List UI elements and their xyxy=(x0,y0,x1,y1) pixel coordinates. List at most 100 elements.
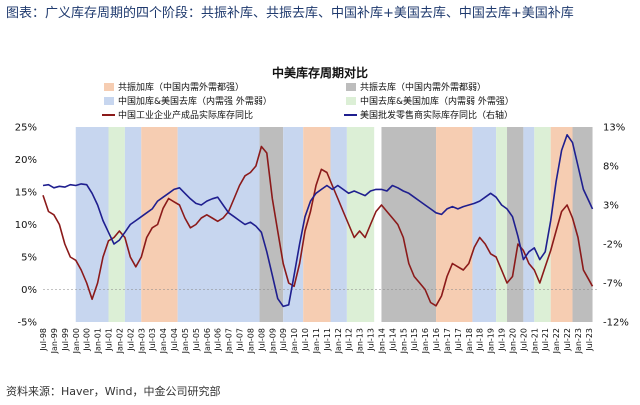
x-tick-label: Jan-00 xyxy=(72,328,81,354)
x-tick-label: Jan-09 xyxy=(268,328,277,354)
y-right-tick-label: 8% xyxy=(603,162,619,173)
chart-legend: 共振加库（中国内需外需都强） 共振去库（中国内需外需都弱） 中国加库&美国去库（内需… xyxy=(102,81,514,121)
x-tick-label: Jan-99 xyxy=(50,328,59,354)
x-tick-label: Jul-07 xyxy=(236,328,245,352)
x-tick-label: Jan-20 xyxy=(509,328,518,354)
legend-band-swatch xyxy=(104,97,114,105)
y-right-tick-label: -12% xyxy=(603,318,629,329)
x-tick-label: Jan-04 xyxy=(159,328,168,354)
y-left-tick-label: 25% xyxy=(15,123,37,134)
y-right-tick-label: 13% xyxy=(603,123,625,134)
legend-band-swatch xyxy=(346,83,356,91)
legend-label: 美国批发零售商实际库存同比（右轴） xyxy=(360,109,513,121)
legend-band-swatch xyxy=(346,97,356,105)
chart-title: 中美库存周期对比 xyxy=(272,65,368,80)
legend-label: 共振去库（中国内需外需都弱） xyxy=(360,81,486,93)
x-tick-label: Jan-23 xyxy=(574,328,583,354)
x-tick-label: Jan-11 xyxy=(312,328,321,354)
x-tick-label: Jan-21 xyxy=(530,328,539,354)
x-tick-label: Jan-19 xyxy=(487,328,496,354)
x-tick-label: Jan-13 xyxy=(356,328,365,354)
phase-band-cn_restock_us_destock xyxy=(177,127,260,322)
x-tick-label: Jul-11 xyxy=(323,328,332,352)
x-tick-label: Jan-03 xyxy=(137,328,146,354)
phase-band-resonance_destock xyxy=(381,127,437,322)
x-tick-label: Jul-19 xyxy=(498,328,507,352)
x-tick-label: Jul-01 xyxy=(105,328,114,352)
y-left-tick-label: 5% xyxy=(21,253,37,264)
legend-label: 中国加库&美国去库（内需强 外需弱） xyxy=(118,95,272,107)
us-inventory-line xyxy=(42,134,594,308)
x-tick-label: Jan-05 xyxy=(181,328,190,354)
x-tick-label: Jul-02 xyxy=(126,328,135,352)
x-tick-label: Jul-03 xyxy=(148,328,157,352)
y-right-tick-label: 3% xyxy=(603,201,619,212)
x-axis: Jul-98 Jan-99 Jul-99 Jan-00 Jul-00 Jan-01 Jul-… xyxy=(39,328,594,354)
phase-band-resonance_destock xyxy=(572,127,593,322)
x-tick-label: Jan-10 xyxy=(290,328,299,354)
phase-band-resonance_destock xyxy=(259,127,284,322)
figure-caption: 图表：广义库存周期的四个阶段：共振补库、共振去库、中国补库+美国去库、中国去库+… xyxy=(6,6,574,21)
phase-band-cn_destock_us_restock xyxy=(108,127,125,322)
x-tick-label: Jul-10 xyxy=(301,328,310,352)
x-tick-label: Jan-02 xyxy=(115,328,124,354)
y-left-tick-label: 0% xyxy=(21,285,37,296)
x-tick-label: Jul-20 xyxy=(519,328,528,352)
x-tick-label: Jan-14 xyxy=(378,328,387,354)
phase-band-resonance_restock xyxy=(436,127,473,322)
x-tick-label: Jan-06 xyxy=(203,328,212,354)
legend-label: 中国工业企业产成品实际库存同比 xyxy=(118,109,253,121)
phase-band-cn_restock_us_destock xyxy=(283,127,304,322)
phase-band-cn_restock_us_destock xyxy=(472,127,497,322)
x-tick-label: Jul-00 xyxy=(83,328,92,352)
x-tick-label: Jul-16 xyxy=(432,328,441,352)
x-tick-label: Jul-12 xyxy=(345,328,354,352)
x-tick-label: Jul-99 xyxy=(61,328,70,352)
x-tick-label: Jul-04 xyxy=(170,328,179,352)
x-tick-label: Jul-08 xyxy=(257,328,266,352)
x-tick-label: Jul-09 xyxy=(279,328,288,352)
left-axis: -5% 0% 5% 10% 15% 20% 25% xyxy=(15,123,37,329)
x-tick-label: Jan-17 xyxy=(443,328,452,354)
right-axis: -12% -7% -2% 3% 8% 13% xyxy=(603,123,629,329)
series-lines xyxy=(42,134,594,308)
x-tick-label: Jul-21 xyxy=(541,328,550,352)
x-tick-label: Jul-14 xyxy=(388,328,397,352)
legend-label: 中国去库&美国加库（内需弱 外需强） xyxy=(360,95,514,107)
y-left-tick-label: -5% xyxy=(18,318,37,329)
y-left-tick-label: 10% xyxy=(15,220,37,231)
phase-band-cn_restock_us_destock xyxy=(523,127,535,322)
x-tick-label: Jul-22 xyxy=(563,328,572,352)
phase-band-cn_restock_us_destock xyxy=(75,127,109,322)
x-tick-label: Jan-12 xyxy=(334,328,343,354)
x-tick-label: Jan-01 xyxy=(94,328,103,354)
x-tick-label: Jul-06 xyxy=(214,328,223,352)
source-note: 资料来源：Haver，Wind，中金公司研究部 xyxy=(6,385,221,398)
x-tick-label: Jan-16 xyxy=(421,328,430,354)
legend-band-swatch xyxy=(104,83,114,91)
y-left-tick-label: 20% xyxy=(15,155,37,166)
x-tick-label: Jan-07 xyxy=(225,328,234,354)
phase-band-resonance_restock xyxy=(550,127,573,322)
phase-band-cn_restock_us_destock xyxy=(124,127,142,322)
x-tick-label: Jul-05 xyxy=(192,328,201,352)
x-tick-label: Jul-98 xyxy=(39,328,48,352)
y-left-tick-label: 15% xyxy=(15,188,37,199)
phase-band-cn_destock_us_restock xyxy=(534,127,551,322)
x-tick-label: Jul-17 xyxy=(454,328,463,352)
phase-band-resonance_restock xyxy=(141,127,178,322)
y-right-tick-label: -7% xyxy=(603,279,622,290)
x-tick-label: Jan-18 xyxy=(465,328,474,354)
legend-label: 共振加库（中国内需外需都强） xyxy=(118,81,244,93)
x-tick-label: Jul-13 xyxy=(367,328,376,352)
x-tick-label: Jan-22 xyxy=(552,328,561,354)
y-right-tick-label: -2% xyxy=(603,240,622,251)
x-tick-label: Jul-23 xyxy=(585,328,594,352)
x-tick-label: Jul-15 xyxy=(410,328,419,352)
x-tick-label: Jan-15 xyxy=(399,328,408,354)
x-tick-label: Jul-18 xyxy=(476,328,485,352)
phase-band-cn_restock_us_destock xyxy=(330,127,347,322)
phase-band-cn_destock_us_restock xyxy=(496,127,508,322)
cn-inventory-line xyxy=(42,145,594,307)
